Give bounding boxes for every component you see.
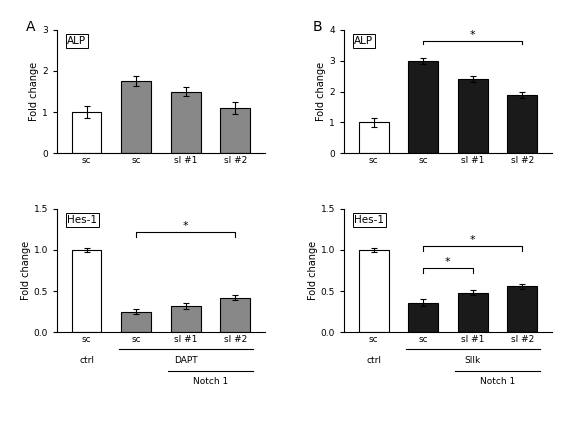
Bar (359, 250, 389, 332)
Y-axis label: Fold change: Fold change (30, 62, 39, 121)
Text: Notch 1: Notch 1 (480, 377, 515, 386)
Text: DAPT: DAPT (174, 356, 197, 365)
Y-axis label: Fold change: Fold change (316, 62, 327, 121)
Text: Sllk: Sllk (464, 356, 481, 365)
Bar (409, 302, 438, 332)
Bar (171, 306, 200, 332)
Text: B: B (313, 20, 323, 34)
Bar (72, 250, 101, 332)
Bar (72, 112, 101, 153)
Text: Notch 1: Notch 1 (193, 377, 228, 386)
Text: *: * (183, 221, 188, 231)
Bar (121, 312, 151, 332)
Text: *: * (470, 30, 476, 40)
Bar (508, 286, 537, 332)
Y-axis label: Fold change: Fold change (20, 241, 31, 300)
Text: ctrl: ctrl (366, 356, 381, 365)
Bar (220, 298, 250, 332)
Bar (458, 293, 488, 332)
Bar (359, 122, 389, 153)
Bar (121, 81, 151, 153)
Bar (409, 60, 438, 153)
Text: Hes-1: Hes-1 (67, 215, 97, 225)
Text: A: A (26, 20, 35, 34)
Text: ALP: ALP (67, 36, 86, 46)
Bar (458, 79, 488, 153)
Y-axis label: Fold change: Fold change (308, 241, 318, 300)
Text: ALP: ALP (354, 36, 373, 46)
Bar (508, 95, 537, 153)
Text: ctrl: ctrl (79, 356, 94, 365)
Text: *: * (445, 257, 451, 267)
Bar (220, 108, 250, 153)
Text: Hes-1: Hes-1 (354, 215, 384, 225)
Bar (171, 92, 200, 153)
Text: *: * (470, 235, 476, 245)
